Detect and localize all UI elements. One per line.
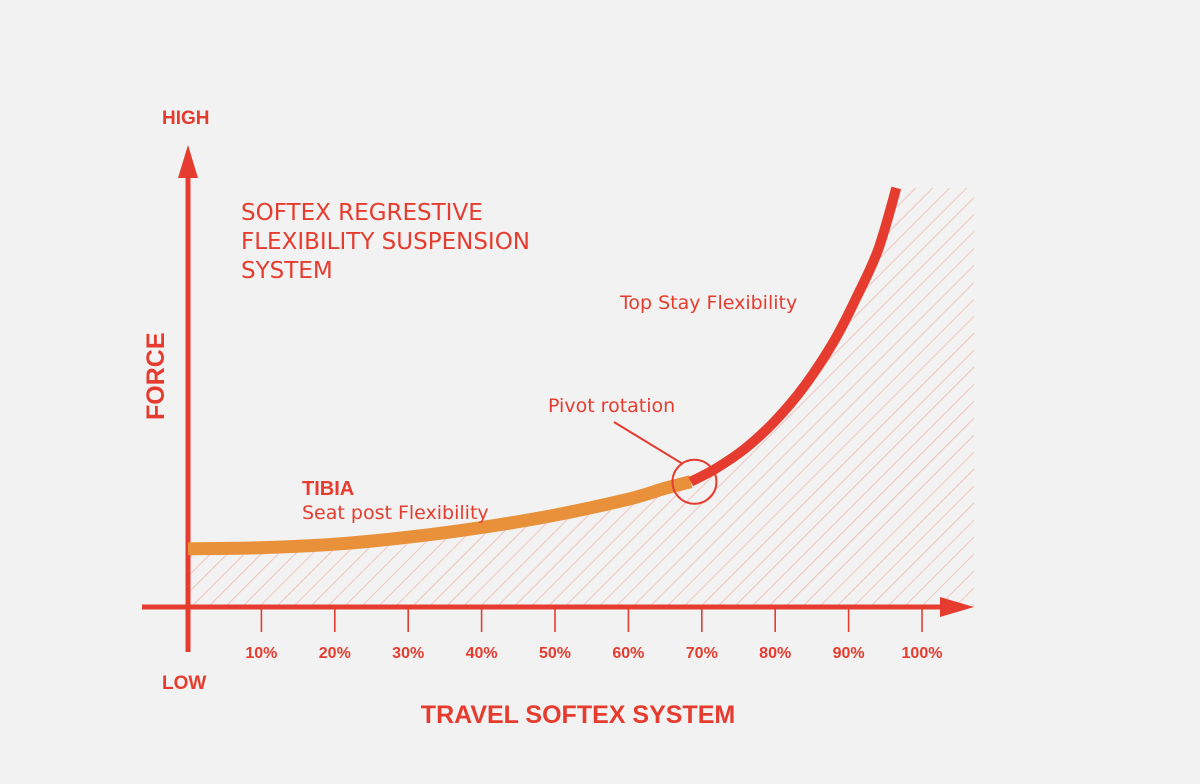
pivot-leader-line [613, 421, 683, 465]
y-low-label: LOW [162, 673, 206, 694]
annotation-tibia-sub: Seat post Flexibility [302, 502, 489, 524]
chart-title-line-1: SOFTEX REGRESTIVE [241, 200, 483, 226]
annotation-pivot: Pivot rotation [548, 395, 675, 417]
annotation-top-stay: Top Stay Flexibility [619, 292, 797, 314]
pivot-circle [671, 458, 718, 505]
chart-title-line-2: FLEXIBILITY SUSPENSION [241, 229, 530, 255]
y-axis-label: FORCE [142, 333, 170, 421]
x-ticks: 10% 20% 30% 40% 50% 60% 70% 80% 90% 100% [245, 607, 942, 662]
x-tick-label: 40% [466, 645, 498, 662]
annotation-tibia-title: TIBIA [302, 478, 354, 500]
y-high-label: HIGH [162, 108, 210, 129]
axes [142, 145, 974, 652]
x-tick-label: 30% [392, 645, 424, 662]
x-tick-label: 90% [833, 645, 865, 662]
hatched-area-under-curve [188, 188, 974, 607]
x-tick-label: 80% [759, 645, 791, 662]
x-tick-label: 100% [902, 645, 943, 662]
y-axis-arrowhead [178, 145, 198, 178]
x-axis-arrowhead [940, 597, 974, 617]
x-tick-label: 60% [612, 645, 644, 662]
x-tick-label: 20% [319, 645, 351, 662]
x-tick-label: 70% [686, 645, 718, 662]
series-line-top-stay [688, 186, 902, 487]
x-tick-label: 10% [245, 645, 277, 662]
x-tick-label: 50% [539, 645, 571, 662]
series-line-seat-post [187, 475, 693, 556]
x-axis-label: TRAVEL SOFTEX SYSTEM [421, 701, 735, 729]
chart-title-line-3: SYSTEM [241, 258, 333, 284]
